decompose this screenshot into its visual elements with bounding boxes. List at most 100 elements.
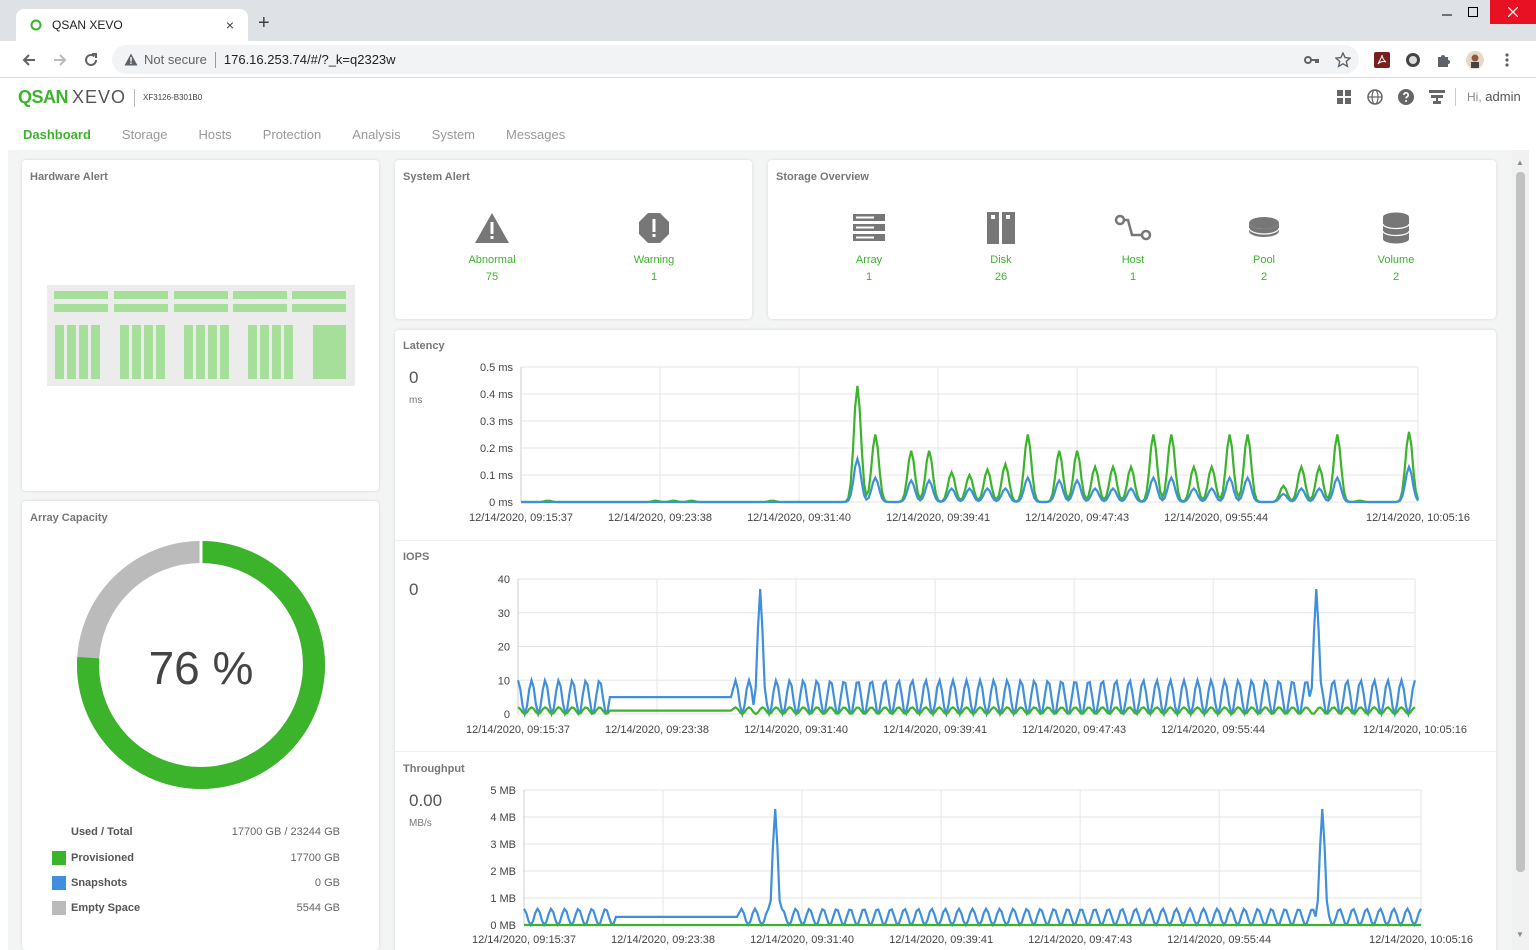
warning-alert-item[interactable]: Warning 1 — [594, 208, 714, 283]
globe-language-icon[interactable] — [1366, 88, 1384, 106]
user-greeting[interactable]: Hi, admin — [1467, 89, 1521, 104]
iops-chart[interactable]: 0 10 20 30 40 12/14/2020, 09:15:37 12/14/2020,… — [395, 541, 1496, 741]
grid-apps-icon[interactable] — [1335, 88, 1353, 106]
scroll-up-arrow-icon[interactable]: ▲ — [1516, 158, 1524, 167]
username: admin — [1485, 89, 1521, 104]
x-tick-label: 12/14/2020, 09:31:40 — [744, 724, 848, 736]
nav-storage[interactable]: Storage — [121, 127, 168, 142]
nav-system[interactable]: System — [431, 127, 475, 142]
overview-host[interactable]: Host 1 — [1073, 208, 1193, 283]
window-close-icon[interactable] — [1490, 0, 1536, 24]
extensions-puzzle-icon[interactable] — [1435, 51, 1453, 69]
browser-menu-icon[interactable] — [1498, 51, 1516, 69]
tab-close-icon[interactable]: × — [225, 17, 235, 33]
warning-triangle-icon — [432, 208, 552, 248]
x-tick-label: 12/14/2020, 09:39:41 — [886, 512, 990, 524]
y-tick-label: 3 MB — [490, 839, 516, 851]
overview-label: Pool — [1252, 254, 1276, 266]
chart-divider — [395, 540, 1496, 541]
qsan-favicon-icon — [28, 17, 44, 33]
profile-avatar-icon[interactable] — [1466, 51, 1484, 69]
y-tick-label: 20 — [498, 642, 510, 654]
y-tick-label: 0.3 ms — [480, 416, 514, 428]
x-tick-label: 12/14/2020, 09:55:44 — [1164, 512, 1268, 524]
abnormal-alert-item[interactable]: Abnormal 75 — [432, 208, 552, 283]
alert-label: Abnormal — [468, 254, 516, 266]
y-tick-label: 1 MB — [490, 893, 516, 905]
enclosure-diagram[interactable] — [47, 285, 355, 386]
y-tick-label: 10 — [498, 675, 510, 687]
drive-slots — [54, 291, 346, 379]
x-tick-label: 12/14/2020, 09:55:44 — [1161, 724, 1265, 736]
series-line-0 — [523, 808, 1422, 928]
series-line-0 — [521, 385, 1420, 504]
legend-name: Used / Total — [71, 826, 133, 838]
nav-analysis[interactable]: Analysis — [352, 127, 401, 142]
legend-snapshots: Snapshots 0 GB — [52, 875, 340, 891]
browser-tab[interactable]: QSAN XEVO × — [16, 9, 248, 41]
storage-overview-card: Storage Overview Array 1 Disk 26 Host 1 — [768, 160, 1496, 319]
array-capacity-title: Array Capacity — [30, 512, 108, 524]
overview-count: 2 — [1392, 271, 1400, 283]
back-arrow-icon[interactable] — [18, 49, 40, 71]
page-scrollbar[interactable]: ▲ ▼ — [1512, 150, 1529, 950]
y-tick-label: 4 MB — [490, 812, 516, 824]
x-tick-label: 12/14/2020, 09:55:44 — [1167, 934, 1271, 946]
overview-pool[interactable]: Pool 2 — [1204, 208, 1324, 283]
y-tick-label: 0 ms — [489, 497, 513, 509]
new-tab-button[interactable]: + — [258, 12, 270, 34]
address-bar[interactable]: Not secure 176.16.253.74/#/?_k=q2323w — [112, 45, 1359, 74]
key-icon[interactable] — [1303, 51, 1321, 69]
circle-extension-icon[interactable] — [1404, 51, 1422, 69]
url-text[interactable]: 176.16.253.74/#/?_k=q2323w — [223, 52, 396, 67]
overview-volume[interactable]: Volume 2 — [1336, 208, 1456, 283]
qsan-logo[interactable]: QSAN XEVO XF3126-B301B0 — [18, 87, 202, 108]
alert-label: Warning — [633, 254, 675, 266]
scroll-down-arrow-icon[interactable]: ▼ — [1516, 930, 1524, 939]
x-tick-label: 12/14/2020, 09:39:41 — [883, 724, 987, 736]
x-tick-label: 12/14/2020, 09:15:37 — [469, 512, 573, 524]
dashboard-content: Hardware Alert Array Capacity 76 % Used … — [8, 150, 1512, 950]
reload-icon[interactable] — [80, 49, 102, 71]
performance-card: Latency 0 ms 0 ms 0.1 ms 0.2 ms 0.3 ms 0.4 m… — [395, 330, 1496, 950]
system-alert-card: System Alert Abnormal 75 Warning 1 — [395, 160, 752, 319]
scroll-thumb[interactable] — [1516, 172, 1525, 872]
overview-label: Volume — [1377, 254, 1415, 266]
maximize-icon[interactable] — [1456, 0, 1490, 24]
capacity-donut-chart[interactable] — [73, 537, 329, 793]
overview-disk[interactable]: Disk 26 — [941, 208, 1061, 283]
nav-hosts[interactable]: Hosts — [198, 127, 232, 142]
x-tick-label: 12/14/2020, 09:23:38 — [605, 724, 709, 736]
y-tick-label: 40 — [498, 574, 510, 586]
forward-arrow-icon[interactable] — [49, 49, 71, 71]
minimize-icon[interactable] — [1430, 0, 1464, 24]
iops-current: 0 — [409, 580, 419, 599]
x-tick-label: 12/14/2020, 10:05:16 — [1369, 934, 1473, 946]
y-tick-label: 2 MB — [490, 866, 516, 878]
legend-used-total: Used / Total 17700 GB / 23244 GB — [52, 824, 340, 840]
pdf-extension-icon[interactable] — [1373, 51, 1391, 69]
x-tick-label: 12/14/2020, 10:05:16 — [1366, 512, 1470, 524]
x-tick-label: 12/14/2020, 09:31:40 — [750, 934, 854, 946]
pool-icon — [1204, 208, 1324, 248]
series-line-1 — [517, 705, 1416, 716]
not-secure-warning-icon[interactable] — [124, 53, 138, 66]
nav-messages[interactable]: Messages — [506, 127, 566, 142]
app-header: QSAN XEVO XF3126-B301B0 Hi, admin — [0, 79, 1536, 117]
x-tick-label: 12/14/2020, 09:15:37 — [472, 934, 576, 946]
y-tick-label: 0 MB — [490, 920, 516, 932]
storage-overview-title: Storage Overview — [776, 171, 869, 183]
greeting-prefix: Hi, — [1467, 90, 1482, 104]
latency-chart[interactable]: 0 ms 0.1 ms 0.2 ms 0.3 ms 0.4 ms 0.5 ms 12/14/… — [395, 330, 1496, 530]
legend-provisioned: Provisioned 17700 GB — [52, 850, 340, 866]
help-question-icon[interactable] — [1397, 88, 1415, 106]
overview-array[interactable]: Array 1 — [809, 208, 929, 283]
throughput-chart[interactable]: 0 MB 1 MB 2 MB 3 MB 4 MB 5 MB 12/14/2020, 09:1… — [395, 752, 1496, 950]
network-settings-icon[interactable] — [1428, 88, 1446, 106]
legend-value: 0 GB — [314, 877, 340, 889]
y-tick-label: 0 — [504, 709, 510, 721]
overview-label: Array — [855, 254, 883, 266]
bookmark-star-icon[interactable] — [1334, 51, 1352, 69]
nav-dashboard[interactable]: Dashboard — [23, 127, 91, 142]
nav-protection[interactable]: Protection — [262, 127, 322, 142]
